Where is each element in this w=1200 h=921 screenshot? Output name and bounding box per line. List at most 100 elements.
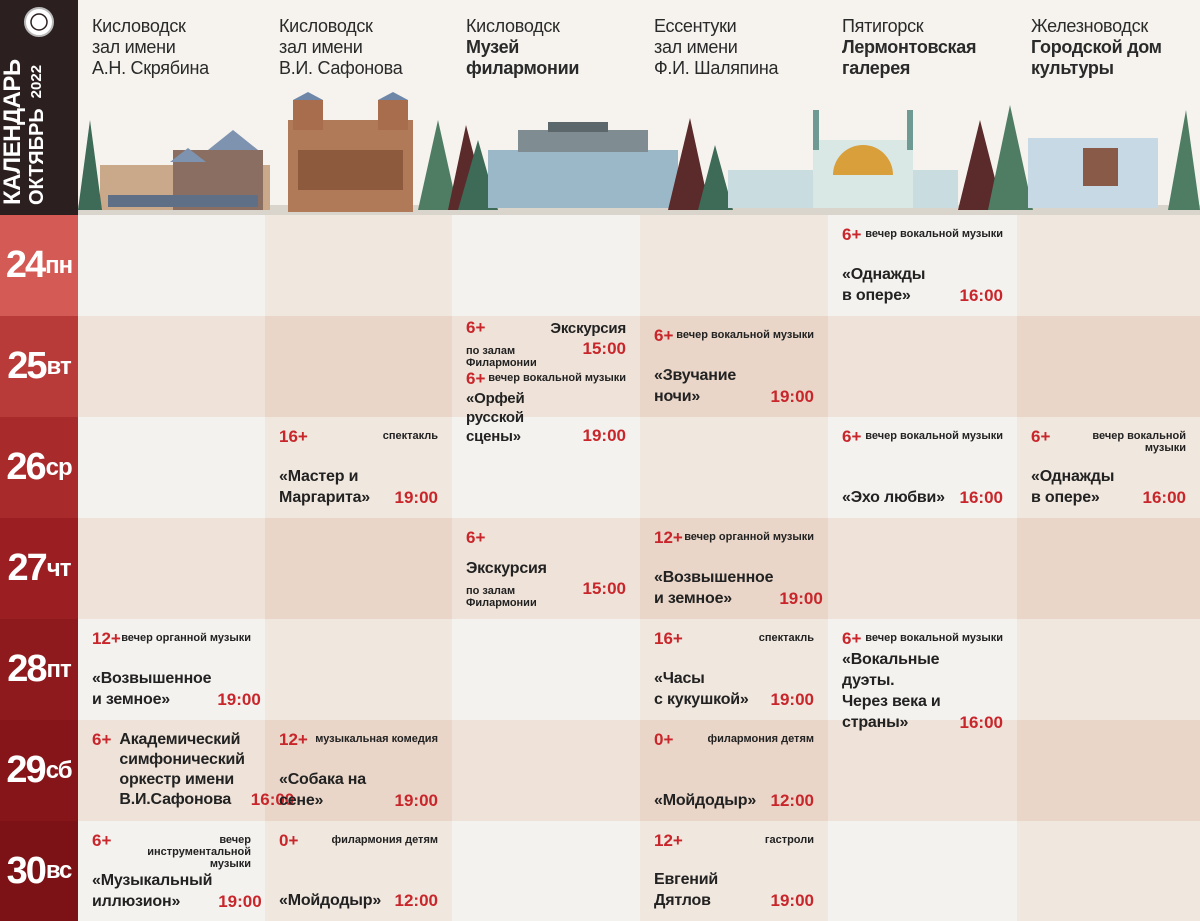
grid-cell: [1017, 720, 1200, 821]
event-time: 16:00: [959, 286, 1003, 305]
logo: [24, 7, 54, 37]
grid-cell: [78, 316, 265, 417]
day-number: 24: [5, 244, 46, 286]
event: 12+ гастроли Евгений Дятлов 19:00: [640, 821, 828, 921]
event-top: 16+ спектакль: [279, 427, 438, 447]
venue-hall: зал имени: [654, 37, 738, 57]
grid-cell: [1017, 417, 1200, 518]
header-year: 2022: [28, 64, 45, 99]
venue-header: Кисловодск Музей филармонии: [466, 16, 640, 79]
event-genre: музыкальная комедия: [315, 733, 438, 745]
grid-cell: [640, 215, 828, 316]
event-time: 19:00: [770, 891, 814, 910]
grid-cell: [828, 518, 1017, 619]
event-bottom: «Звучание ночи» 19:00: [654, 365, 814, 407]
event-time: 19:00: [394, 488, 438, 507]
event-body: Академический симфонический оркестр имен…: [119, 730, 294, 810]
header-month-row: ОКТЯБРЬ 2022: [26, 35, 48, 205]
grid-cell: [265, 619, 452, 720]
grid-cell: [640, 417, 828, 518]
day-number: 26: [6, 446, 46, 488]
day-number: 27: [7, 547, 48, 589]
skyline: [78, 0, 1200, 215]
event-top: 12+ вечер органной музыки: [92, 629, 251, 649]
event: 6+ вечер вокальной музыки «Орфей русской с…: [452, 367, 640, 445]
event-genre: вечер вокальной музыки: [488, 371, 626, 384]
event-bottom: «Мастер и Маргарита» 19:00: [279, 466, 438, 508]
event-time: 19:00: [218, 892, 262, 911]
event-genre: вечер органной музыки: [684, 531, 814, 543]
grid-cell: [640, 316, 828, 417]
grid-cell: [78, 720, 265, 821]
grid-cell: [828, 316, 1017, 417]
grid-cell: [452, 215, 640, 316]
event-note: по залам Филармонии: [466, 585, 537, 609]
day-number: 29: [6, 749, 46, 791]
event-bottom: «Орфей русской сцены» 19:00: [466, 389, 626, 446]
event: 6+ Экскурсия по залам Филармонии 15:00: [452, 316, 640, 369]
event-time: 15:00: [582, 579, 626, 598]
header-month: ОКТЯБРЬ: [26, 108, 48, 205]
event-bottom: «Музыкальный иллюзион» 19:00: [92, 870, 262, 912]
event-age: 0+: [279, 831, 299, 850]
event-title: «Возвышенное и земное»: [654, 569, 774, 607]
event-time: 19:00: [770, 387, 814, 406]
grid-cell: [828, 215, 1017, 316]
grid-cell: [828, 417, 1017, 518]
day-weekday: вс: [45, 857, 72, 884]
event-age: 6+: [466, 318, 486, 337]
event-note-row: по залам Филармонии 15:00: [466, 339, 626, 369]
event-age: 6+: [1031, 427, 1051, 446]
event-top: 6+: [466, 528, 626, 548]
grid-cell: [452, 417, 640, 518]
event-genre: вечер вокальной музыки: [1092, 430, 1186, 454]
day-weekday: чт: [46, 554, 72, 582]
event-genre: вечер инструментальной музыки: [147, 834, 251, 870]
event: 0+ филармония детям «Мойдодыр» 12:00: [640, 720, 828, 821]
event: 6+ вечер вокальной музыки «Звучание ночи» 1…: [640, 316, 828, 417]
event-bottom: «Часы с кукушкой» 19:00: [654, 668, 814, 710]
venue-city: Кисловодск: [279, 16, 373, 36]
trees-2: [668, 118, 733, 210]
event: 6+ вечер вокальной музыки «Однажды в опере…: [1017, 417, 1200, 518]
grid-cell: [452, 619, 640, 720]
event-title: «Часы с кукушкой»: [654, 670, 749, 708]
grid-cell: [1017, 518, 1200, 619]
event: 16+ спектакль «Мастер и Маргарита» 19:00: [265, 417, 452, 518]
venue-name: Городской дом культуры: [1031, 37, 1162, 78]
event-genre: филармония детям: [331, 834, 438, 846]
grid-cell: [452, 316, 640, 417]
event-time: 19:00: [394, 791, 438, 810]
event: 6+ Академический симфонический оркестр им…: [78, 720, 294, 821]
day-weekday: пн: [45, 251, 73, 279]
event: 6+ Экскурсия по залам Филармонии 15:00: [452, 518, 640, 619]
header-side: КАЛЕНДАРЬ ОКТЯБРЬ 2022: [0, 0, 78, 215]
event-title: «Мастер и Маргарита»: [279, 468, 371, 506]
header-side-art: [24, 7, 54, 37]
grid-cell: [78, 518, 265, 619]
event-age: 6+: [466, 528, 486, 547]
grid-cell: [78, 417, 265, 518]
event-top: 6+ вечер инструментальной музыки: [92, 831, 251, 870]
event-age: 12+: [654, 528, 683, 547]
venue-city: Ессентуки: [654, 16, 737, 36]
event-time: 16:00: [959, 713, 1003, 732]
venue-name: А.Н. Скрябина: [92, 58, 209, 78]
grid-cell: [640, 518, 828, 619]
day-weekday: ср: [45, 453, 73, 481]
event-age: 16+: [654, 629, 683, 648]
event-top: 0+ филармония детям: [654, 730, 814, 750]
venue-header: Кисловодск зал имени В.И. Сафонова: [279, 16, 452, 79]
ground: [78, 205, 1200, 215]
grid-cell: [265, 518, 452, 619]
day-cell: 27 чт: [0, 518, 78, 619]
venue-header: Кисловодск зал имени А.Н. Скрябина: [92, 16, 265, 79]
day-cell: 29 сб: [0, 720, 78, 821]
grid-cell: [1017, 215, 1200, 316]
event-age: 6+: [842, 427, 862, 446]
event: 12+ музыкальная комедия «Собака на сене» 19…: [265, 720, 452, 821]
grid-cell: [828, 821, 1017, 921]
event-title: «Мойдодыр»: [279, 892, 382, 909]
event-title: Евгений Дятлов: [654, 871, 719, 909]
